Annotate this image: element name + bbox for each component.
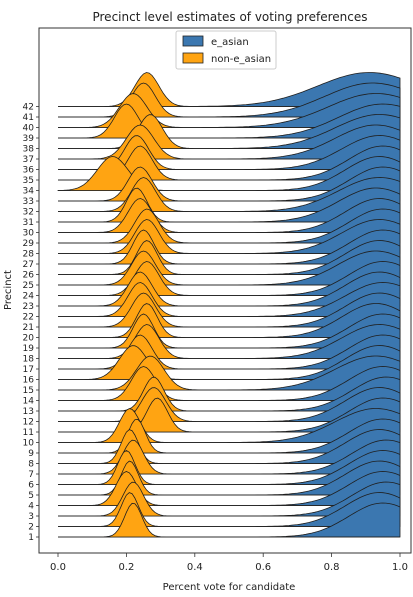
y-axis-label: Precinct <box>3 270 14 310</box>
y-tick-label-12: 12 <box>23 418 34 428</box>
y-tick-label-41: 41 <box>23 113 34 123</box>
y-tick-label-4: 4 <box>28 502 34 512</box>
y-tick-label-35: 35 <box>23 176 34 186</box>
y-tick-label-19: 19 <box>23 344 35 354</box>
y-tick-label-13: 13 <box>23 407 34 417</box>
y-tick-label-3: 3 <box>28 512 34 522</box>
y-tick-label-23: 23 <box>23 302 34 312</box>
y-tick-label-29: 29 <box>23 239 35 249</box>
x-tick-label-0.8: 0.8 <box>324 562 340 573</box>
y-tick-label-9: 9 <box>28 449 34 459</box>
ridge-row-precinct-1 <box>58 502 401 538</box>
ridge-non-e_asian-precinct-1 <box>58 502 400 538</box>
y-tick-label-17: 17 <box>23 365 34 375</box>
y-tick-label-10: 10 <box>23 439 35 449</box>
legend-swatch-e_asian <box>182 35 204 47</box>
y-tick-label-34: 34 <box>23 187 35 197</box>
y-tick-label-18: 18 <box>23 355 35 365</box>
x-tick-label-0.2: 0.2 <box>118 562 134 573</box>
y-tick-label-27: 27 <box>23 260 34 270</box>
x-tick-label-0.4: 0.4 <box>187 562 203 573</box>
x-axis: 0.0 0.2 0.4 0.6 0.8 1.0 <box>50 553 408 573</box>
y-tick-label-37: 37 <box>23 155 34 165</box>
y-tick-label-20: 20 <box>23 334 35 344</box>
y-tick-label-6: 6 <box>28 481 34 491</box>
legend-label-non-e_asian: non-e_asian <box>211 54 271 65</box>
y-tick-label-22: 22 <box>23 313 34 323</box>
x-tick-label-1.0: 1.0 <box>392 562 408 573</box>
x-axis-label: Percent vote for candidate <box>163 582 296 593</box>
y-tick-label-1: 1 <box>28 533 34 543</box>
chart-title: Precinct level estimates of voting prefe… <box>92 10 367 24</box>
y-tick-label-16: 16 <box>23 376 35 386</box>
y-axis: 1234567891011121314151617181920212223242… <box>23 103 39 543</box>
y-tick-label-15: 15 <box>23 386 34 396</box>
y-tick-label-2: 2 <box>28 523 34 533</box>
y-tick-label-28: 28 <box>23 250 35 260</box>
y-tick-label-42: 42 <box>23 103 34 113</box>
y-tick-label-25: 25 <box>23 281 34 291</box>
y-tick-label-30: 30 <box>23 229 35 239</box>
plot-area <box>38 27 412 554</box>
y-tick-label-31: 31 <box>23 218 34 228</box>
legend: e_asian non-e_asian <box>175 30 277 70</box>
y-tick-label-32: 32 <box>23 208 34 218</box>
x-tick-label-0.6: 0.6 <box>255 562 271 573</box>
y-tick-label-36: 36 <box>23 166 35 176</box>
y-tick-label-7: 7 <box>28 470 34 480</box>
legend-swatch-non-e_asian <box>182 52 204 64</box>
y-tick-label-5: 5 <box>28 491 34 501</box>
ridges-group <box>57 72 401 538</box>
y-tick-label-33: 33 <box>23 197 34 207</box>
y-tick-label-14: 14 <box>23 397 35 407</box>
y-tick-label-26: 26 <box>23 271 35 281</box>
y-tick-label-8: 8 <box>28 460 34 470</box>
y-tick-label-21: 21 <box>23 323 34 333</box>
legend-label-e_asian: e_asian <box>211 37 249 48</box>
y-tick-label-38: 38 <box>23 145 35 155</box>
y-tick-label-39: 39 <box>23 134 35 144</box>
x-tick-label-0.0: 0.0 <box>50 562 66 573</box>
y-tick-label-11: 11 <box>23 428 34 438</box>
y-tick-label-24: 24 <box>23 292 35 302</box>
y-tick-label-40: 40 <box>23 124 35 134</box>
